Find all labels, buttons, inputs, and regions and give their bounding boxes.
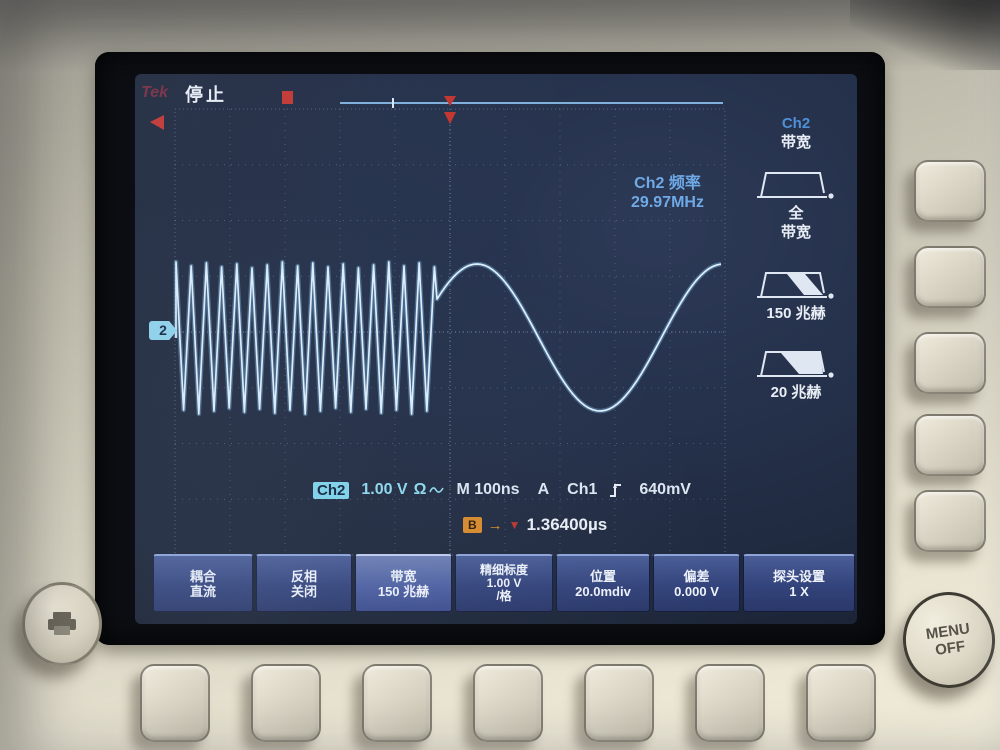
side-bezel-button-1[interactable] xyxy=(914,160,986,222)
menu-label: 带宽 xyxy=(390,568,417,584)
delay-marker-icon: ▼ xyxy=(508,518,521,532)
menu-off-label: MENU OFF xyxy=(924,620,971,659)
full-bandwidth-icon xyxy=(757,172,834,199)
hardcopy-button[interactable] xyxy=(22,582,102,666)
bottom-bezel-button-2[interactable] xyxy=(251,664,321,742)
screen-bezel: Tek 停止 Ch2 频率 29.97MHz 2 Ch2 1.00 V Ω M … xyxy=(95,52,885,645)
menu-coupling[interactable]: 耦合 直流 xyxy=(153,554,253,612)
menu-label: 偏差 xyxy=(683,568,710,584)
trigger-markers xyxy=(150,91,723,130)
channel-readout-bar: Ch2 1.00 V Ω M 100ns A Ch1 640mV xyxy=(313,481,691,499)
menu-invert[interactable]: 反相 关闭 xyxy=(256,554,352,612)
frequency-readout: Ch2 频率 29.97MHz xyxy=(575,174,760,212)
bandwidth-20mhz-icon xyxy=(757,351,834,378)
menu-value: 20.0mdiv xyxy=(575,583,631,599)
delay-readout: B → ▼ 1.36400µs xyxy=(463,515,607,535)
delay-arrow-icon: → xyxy=(487,516,503,534)
oscilloscope-screen: Tek 停止 Ch2 频率 29.97MHz 2 Ch2 1.00 V Ω M … xyxy=(135,74,857,624)
side-bezel-button-3[interactable] xyxy=(914,332,986,394)
menu-label: 反相 xyxy=(290,568,317,584)
bandwidth-150mhz-icon xyxy=(757,272,834,299)
bottom-bezel-button-6[interactable] xyxy=(695,664,765,742)
bottom-bezel-button-7[interactable] xyxy=(806,664,876,742)
channel-2-marker: 2 xyxy=(149,321,177,340)
menu-offset[interactable]: 偏差 0.000 V xyxy=(653,554,740,612)
menu-value: 直流 xyxy=(189,583,216,599)
bottom-bezel-button-1[interactable] xyxy=(140,664,210,742)
menu-label: 位置 xyxy=(589,568,616,584)
menu-value: 关闭 xyxy=(290,583,317,599)
side-menu-option-label: 全 xyxy=(788,205,804,222)
frequency-readout-value: 29.97MHz xyxy=(631,194,704,211)
side-menu-option-full-bandwidth[interactable]: 全 带宽 xyxy=(735,166,857,242)
left-edge-trigger-arrow xyxy=(150,115,164,130)
side-menu-option-150mhz[interactable]: 150 兆赫 xyxy=(735,266,857,323)
side-menu-option-label: 20 兆赫 xyxy=(770,384,822,401)
b-trigger-square-marker xyxy=(282,91,293,104)
delay-time-value: 1.36400µs xyxy=(526,515,608,534)
trigger-mode: A xyxy=(537,481,550,498)
side-bezel-button-4[interactable] xyxy=(914,414,986,476)
bottom-bezel-button-3[interactable] xyxy=(362,664,432,742)
timebase-value: M 100ns xyxy=(456,481,520,498)
trigger-slope-rising-icon xyxy=(610,483,622,497)
side-menu-option-label: 带宽 xyxy=(780,224,811,241)
side-menu-title: Ch2 带宽 xyxy=(735,114,857,152)
menu-value: 150 兆赫 xyxy=(377,583,430,599)
menu-value-unit: /格 xyxy=(496,589,512,603)
side-menu-option-label: 150 兆赫 xyxy=(766,305,826,322)
tek-logo: Tek xyxy=(141,84,168,101)
menu-label: 精细标度 xyxy=(479,563,528,577)
side-bezel-button-5[interactable] xyxy=(914,490,986,552)
channel-badge: Ch2 xyxy=(313,481,350,499)
vertical-scale-value: 1.00 V xyxy=(361,481,408,498)
side-bezel-button-2[interactable] xyxy=(914,246,986,308)
menu-probe-setup[interactable]: 探头设置 1 X xyxy=(743,554,855,612)
side-menu-title-text: 带宽 xyxy=(780,134,811,151)
bw-limit-icon xyxy=(429,487,445,493)
ch2-trace-glow xyxy=(173,259,722,417)
impedance-symbol: Ω xyxy=(413,481,427,498)
trigger-position-marker-graticule xyxy=(444,112,456,124)
b-timebase-badge: B xyxy=(463,517,482,533)
trigger-source: Ch1 xyxy=(567,481,598,498)
side-menu-channel: Ch2 xyxy=(781,115,811,132)
menu-label: 探头设置 xyxy=(772,568,825,584)
bottom-bezel-button-4[interactable] xyxy=(473,664,543,742)
menu-label: 耦合 xyxy=(189,568,216,584)
menu-value: 0.000 V xyxy=(674,583,719,599)
trigger-level-value: 640mV xyxy=(639,481,691,498)
side-menu: Ch2 带宽 全 带宽 xyxy=(735,114,857,402)
ch2-trace xyxy=(175,261,722,415)
printer-icon xyxy=(48,612,76,635)
bottom-menu: 耦合 直流 反相 关闭 带宽 150 兆赫 精细标度 1.00 V /格 位 xyxy=(153,554,857,616)
run-state-label: 停止 xyxy=(185,85,227,105)
menu-value: 1.00 V xyxy=(486,576,522,590)
trigger-position-marker xyxy=(444,96,456,106)
frequency-readout-label: Ch2 频率 xyxy=(634,175,701,192)
menu-bandwidth[interactable]: 带宽 150 兆赫 xyxy=(355,554,452,612)
menu-position[interactable]: 位置 20.0mdiv xyxy=(556,554,650,612)
bottom-bezel-button-5[interactable] xyxy=(584,664,654,742)
menu-off-button[interactable]: MENU OFF xyxy=(896,586,1000,694)
menu-value: 1 X xyxy=(789,583,809,599)
side-menu-option-20mhz[interactable]: 20 兆赫 xyxy=(735,345,857,402)
menu-fine-scale[interactable]: 精细标度 1.00 V /格 xyxy=(455,554,553,612)
